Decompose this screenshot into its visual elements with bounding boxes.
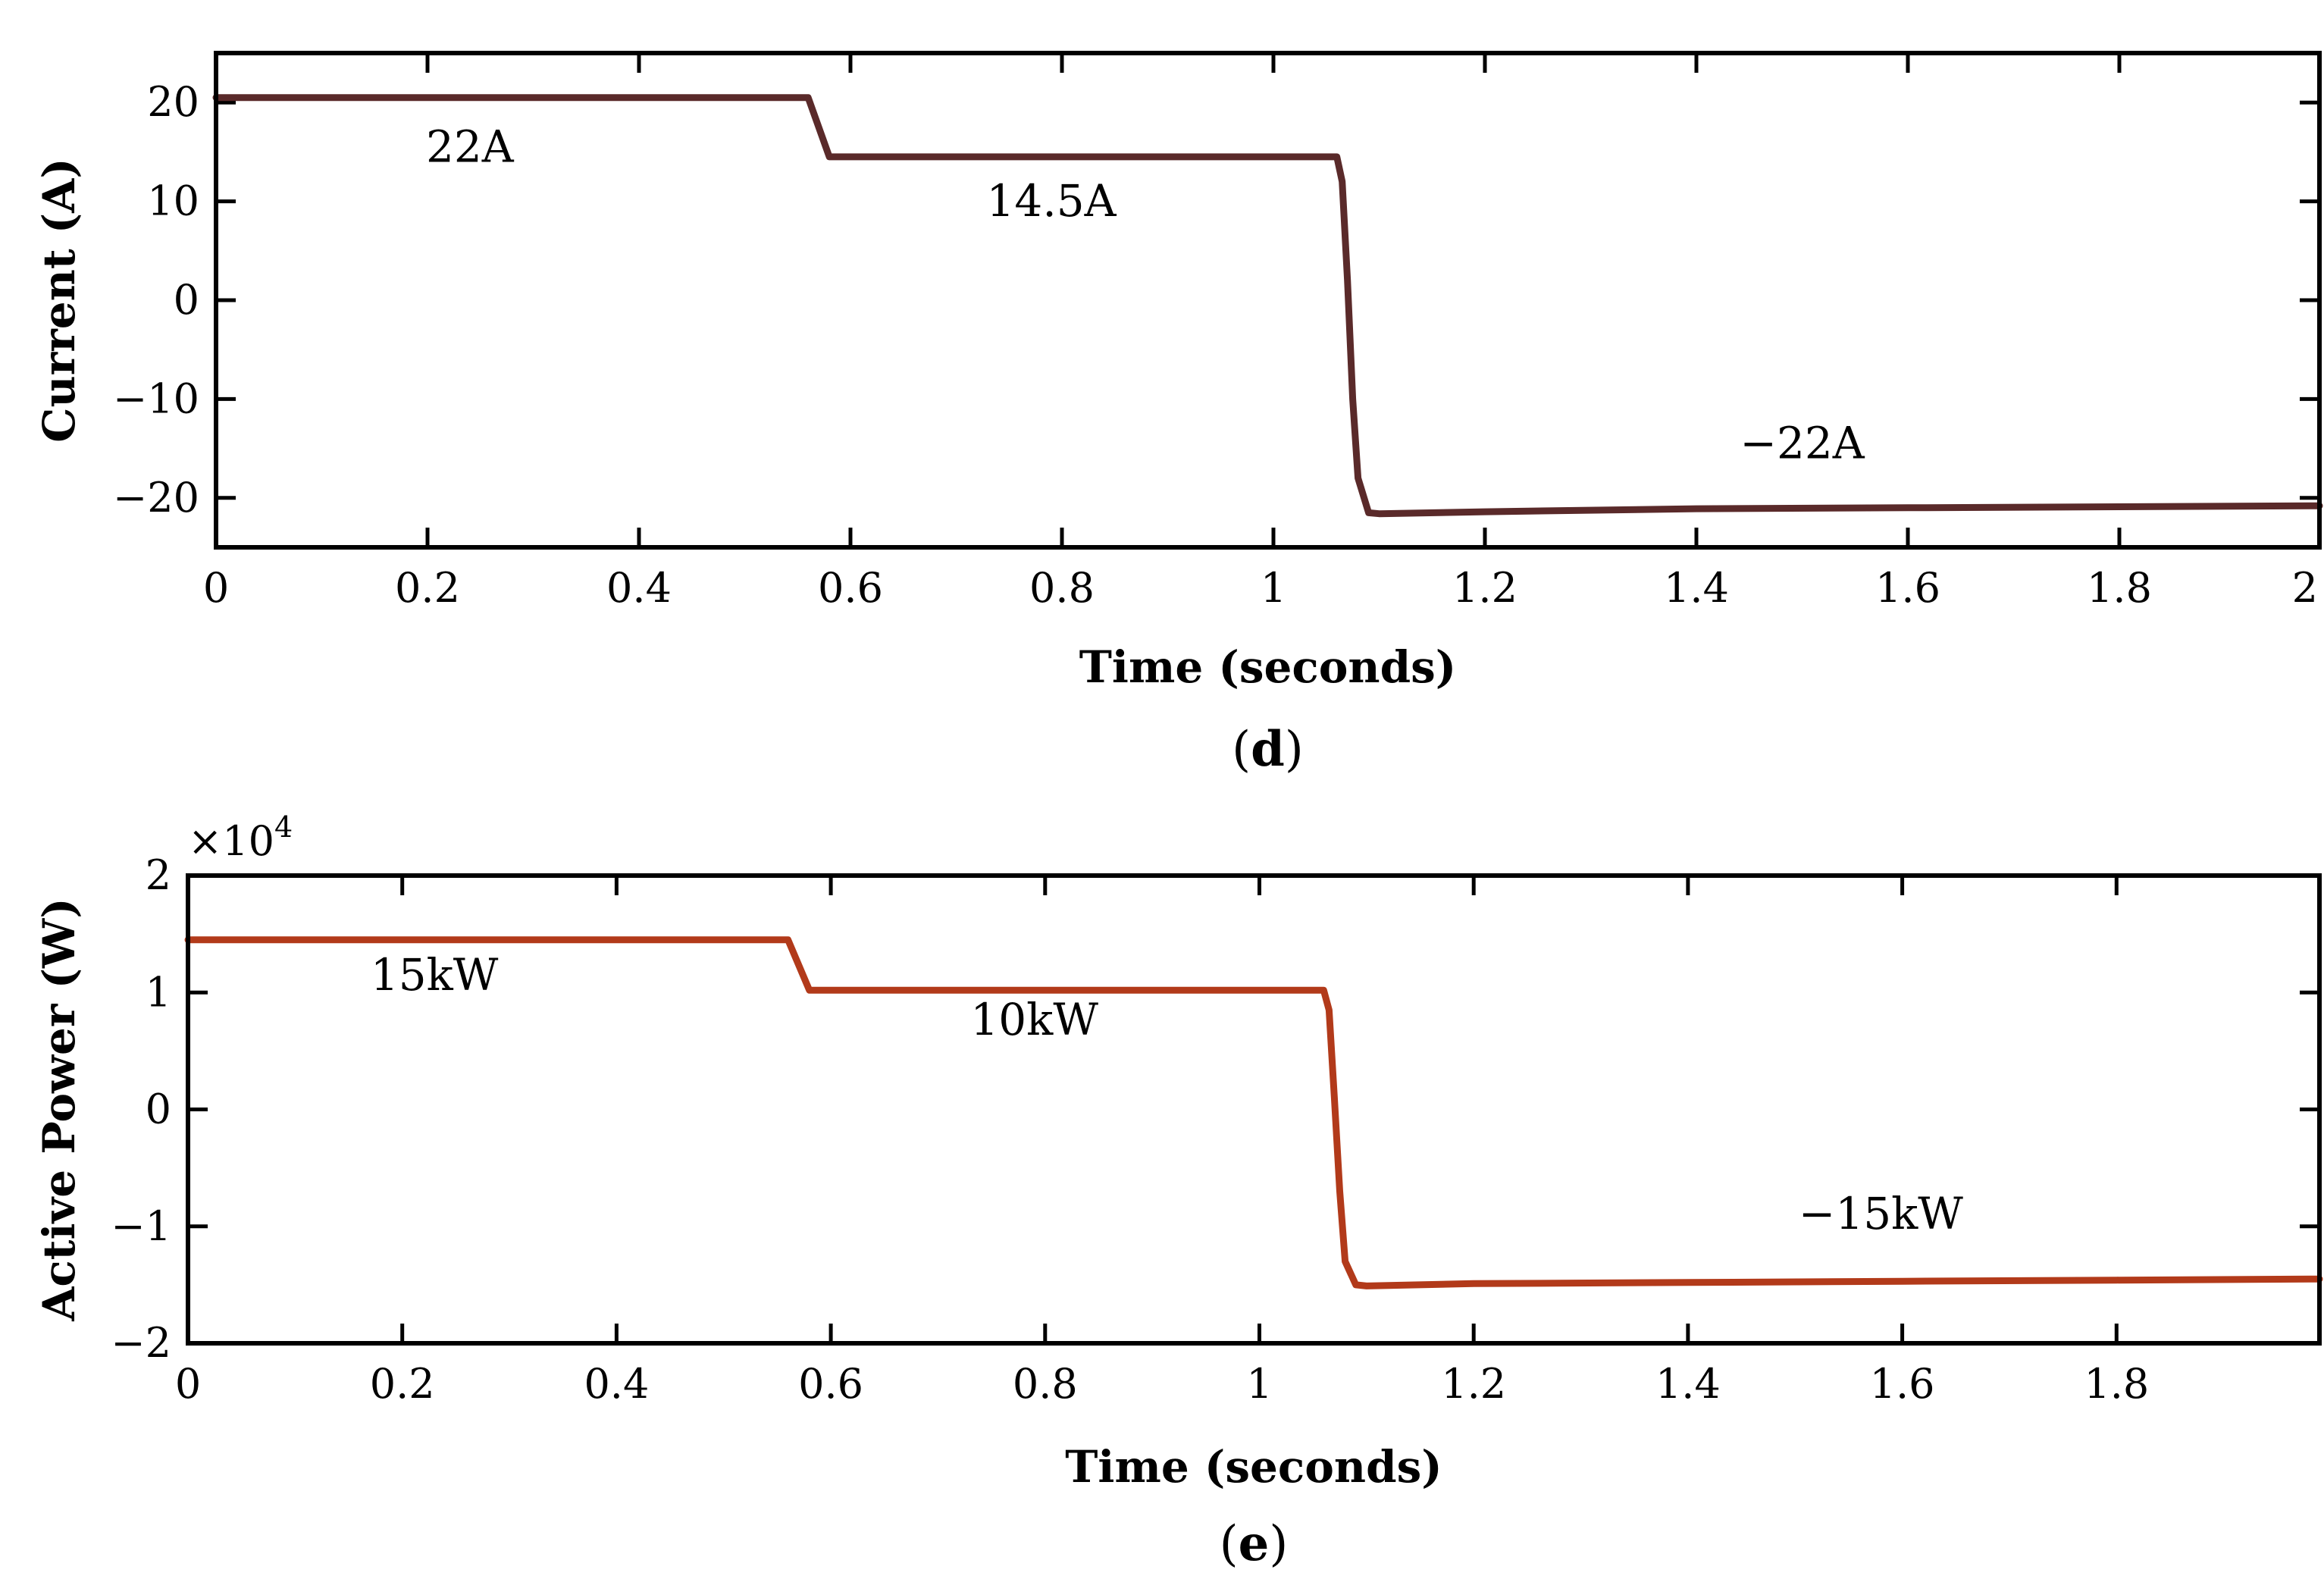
- y-tick-label: 20: [147, 78, 199, 126]
- multiplier-exponent: 4: [274, 810, 293, 844]
- x-tick-label: 0.4: [584, 1360, 649, 1408]
- y-tick-label: −2: [111, 1319, 171, 1367]
- x-tick-label: 0.4: [606, 564, 672, 612]
- annotation-label: −15kW: [1799, 1188, 1964, 1239]
- x-tick-label: 0.2: [395, 564, 460, 612]
- chart-d-x-axis-label: Time (seconds): [1079, 641, 1456, 693]
- caption-e-close: ): [1269, 1516, 1288, 1572]
- multiplier-base: ×10: [188, 817, 274, 865]
- y-tick-label: −10: [113, 374, 199, 422]
- x-tick-label: 1: [1261, 564, 1286, 612]
- x-tick-label: 1.2: [1452, 564, 1517, 612]
- x-tick-label: 0.8: [1013, 1360, 1078, 1408]
- x-tick-label: 1: [1246, 1360, 1272, 1408]
- chart-e-y-axis-label: Active Power (W): [33, 898, 85, 1321]
- x-tick-label: 0: [175, 1360, 201, 1408]
- chart-d-frame: [214, 51, 2322, 550]
- current-series-line: [212, 94, 2323, 518]
- x-tick-label: 1.8: [2084, 1360, 2149, 1408]
- y-tick-label: 2: [146, 851, 171, 899]
- y-tick-label: 10: [147, 177, 199, 225]
- chart-e-x-tick-labels: 0 0.2 0.4 0.6 0.8 1 1.2 1.4 1.6 1.8: [175, 1360, 2149, 1408]
- caption-d-letter: d: [1251, 721, 1285, 778]
- chart-d-y-tick-labels: 20 10 0 −10 −20: [113, 78, 199, 522]
- chart-e-frame: [186, 873, 2322, 1346]
- x-tick-label: 1.4: [1664, 564, 1729, 612]
- chart-e-ticks: [186, 873, 2319, 1346]
- x-tick-label: 1.2: [1441, 1360, 1506, 1408]
- x-tick-label: 0.6: [798, 1360, 863, 1408]
- chart-e-x-axis-label: Time (seconds): [1065, 1441, 1442, 1493]
- x-tick-label: 0.8: [1029, 564, 1095, 612]
- x-tick-label: 0.2: [370, 1360, 435, 1408]
- chart-e-y-multiplier: ×104: [188, 810, 293, 865]
- y-tick-label: 0: [146, 1086, 171, 1133]
- y-tick-label: 1: [146, 968, 171, 1016]
- x-tick-label: 1.8: [2087, 564, 2152, 612]
- caption-d-open: (: [1232, 722, 1251, 778]
- caption-e-open: (: [1220, 1516, 1239, 1572]
- x-tick-label: 1.6: [1875, 564, 1940, 612]
- active-power-series-line: [184, 936, 2323, 1289]
- chart-panel-e: 0 0.2 0.4 0.6 0.8 1 1.2 1.4 1.6 1.8 210−1−2 15kW1…: [33, 810, 2323, 1572]
- annotation-label: 14.5A: [987, 175, 1117, 227]
- chart-e-y-tick-labels: 2 1 0 −1 −2: [111, 851, 171, 1367]
- chart-e-caption: (e): [1220, 1515, 1289, 1572]
- chart-e-annotations: 15kW 10kW −15kW: [371, 949, 1963, 1239]
- x-tick-label: 1.4: [1655, 1360, 1721, 1408]
- y-tick-label: −20: [113, 474, 199, 522]
- chart-d-y-axis-label: Current (A): [33, 158, 85, 442]
- x-tick-label: 0: [203, 564, 229, 612]
- chart-d-caption: (d): [1232, 721, 1304, 778]
- chart-d-annotations: 22A 14.5A −22A: [426, 121, 1865, 468]
- y-tick-label: −1: [111, 1202, 171, 1250]
- x-tick-label: 1.6: [1870, 1360, 1935, 1408]
- y-tick-label: 0: [174, 276, 199, 324]
- annotation-label: 10kW: [970, 994, 1098, 1045]
- annotation-label: 22A: [426, 121, 515, 172]
- caption-d-close: ): [1285, 722, 1304, 778]
- chart-d-x-tick-labels: 0 0.2 0.4 0.6 0.8 1 1.2 1.4 1.6 1.8 2: [203, 564, 2318, 612]
- chart-d-ticks: [214, 53, 2319, 547]
- caption-e-letter: e: [1239, 1515, 1270, 1572]
- x-tick-label: 0.6: [818, 564, 883, 612]
- annotation-label: 15kW: [371, 949, 499, 1001]
- annotation-label: −22A: [1740, 418, 1865, 469]
- x-tick-label: 2: [2292, 564, 2318, 612]
- chart-panel-d: 0 0.2 0.4 0.6 0.8 1 1.2 1.4 1.6 1.8 2 20100−10−20 …: [33, 51, 2323, 778]
